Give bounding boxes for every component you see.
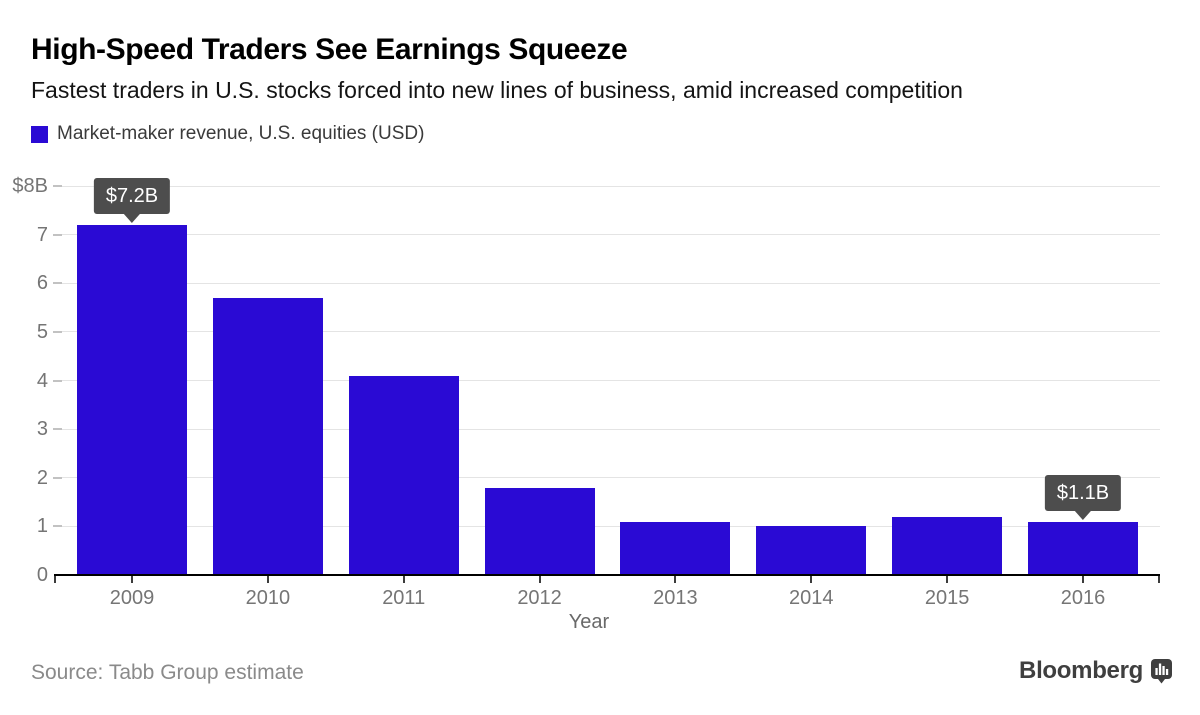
legend: Market-maker revenue, U.S. equities (USD… bbox=[31, 123, 424, 145]
y-axis-label-8: $8B bbox=[12, 175, 48, 198]
y-tick-2 bbox=[53, 476, 62, 479]
gridline-2 bbox=[62, 477, 1160, 479]
y-axis-label-5: 5 bbox=[36, 320, 48, 343]
brand-name: Bloomberg bbox=[1019, 657, 1143, 684]
x-axis-label-2015: 2015 bbox=[924, 587, 970, 609]
bar-2012 bbox=[484, 487, 595, 575]
x-tick-2 bbox=[266, 576, 269, 583]
legend-label: Market-maker revenue, U.S. equities (USD… bbox=[57, 123, 425, 144]
page-title: High-Speed Traders See Earnings Squeeze bbox=[31, 33, 628, 66]
callout-tail-icon bbox=[1074, 510, 1091, 520]
bar-2014 bbox=[756, 526, 867, 575]
y-axis-label-2: 2 bbox=[36, 466, 48, 489]
y-tick-3 bbox=[53, 428, 62, 431]
callout-2016: $1.1B bbox=[1044, 474, 1122, 520]
x-axis-label-2012: 2012 bbox=[517, 587, 562, 609]
gridline-5 bbox=[62, 331, 1160, 333]
y-axis-label-7: 7 bbox=[36, 223, 48, 246]
y-tick-1 bbox=[53, 525, 62, 528]
x-axis-label-2010: 2010 bbox=[245, 587, 291, 609]
x-tick-5 bbox=[674, 576, 677, 583]
x-tick-0 bbox=[54, 576, 56, 583]
y-tick-7 bbox=[53, 233, 62, 236]
y-axis-label-1: 1 bbox=[36, 515, 48, 538]
source-note: Source: Tabb Group estimate bbox=[31, 661, 304, 684]
bloomberg-chart-bubble-icon bbox=[1150, 658, 1173, 684]
y-tick-6 bbox=[53, 282, 62, 285]
bar-2010 bbox=[212, 297, 323, 575]
x-axis-label-2013: 2013 bbox=[653, 587, 698, 609]
bar-2015 bbox=[892, 516, 1003, 575]
gridline-7 bbox=[62, 234, 1160, 236]
x-tick-8 bbox=[1081, 576, 1084, 583]
gridline-6 bbox=[62, 282, 1160, 284]
x-axis-title: Year bbox=[568, 611, 610, 633]
gridline-3 bbox=[62, 428, 1160, 430]
y-axis-label-4: 4 bbox=[36, 369, 48, 392]
bar-2016 bbox=[1027, 521, 1138, 575]
brand-logo: Bloomberg bbox=[1019, 657, 1173, 685]
callout-2009: $7.2B bbox=[93, 178, 171, 223]
x-tick-1 bbox=[131, 576, 133, 583]
x-axis-label-2016: 2016 bbox=[1060, 587, 1106, 609]
x-axis-label-2011: 2011 bbox=[382, 587, 426, 609]
y-tick-4 bbox=[53, 379, 62, 382]
y-axis-label-0: 0 bbox=[36, 564, 48, 586]
bar-2009 bbox=[77, 225, 187, 575]
legend-swatch-icon bbox=[31, 125, 48, 143]
x-axis-label-2014: 2014 bbox=[789, 587, 834, 609]
x-axis-line bbox=[54, 574, 1160, 576]
x-tick-7 bbox=[946, 576, 949, 583]
y-axis-label-3: 3 bbox=[36, 418, 48, 441]
gridline-1 bbox=[62, 525, 1160, 527]
gridline-8 bbox=[62, 185, 1160, 187]
x-axis-label-2009: 2009 bbox=[109, 587, 155, 609]
y-tick-8 bbox=[53, 185, 62, 188]
x-tick-3 bbox=[402, 576, 405, 583]
gridline-4 bbox=[62, 380, 1160, 382]
page-subtitle: Fastest traders in U.S. stocks forced in… bbox=[31, 77, 963, 103]
y-tick-5 bbox=[53, 330, 62, 333]
x-tick-6 bbox=[810, 576, 813, 583]
callout-tail-icon bbox=[123, 214, 140, 223]
x-tick-9 bbox=[1158, 576, 1160, 583]
y-axis-label-6: 6 bbox=[36, 272, 48, 295]
bar-2011 bbox=[348, 375, 459, 575]
x-tick-4 bbox=[538, 576, 541, 583]
bar-2013 bbox=[620, 521, 731, 575]
